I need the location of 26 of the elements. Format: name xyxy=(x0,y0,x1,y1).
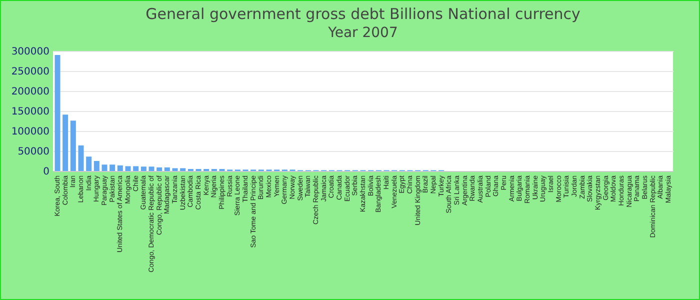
y-tick-label: 250000 xyxy=(11,66,50,78)
y-tick-label: 100000 xyxy=(11,126,50,138)
bar xyxy=(125,166,131,171)
bar xyxy=(140,166,146,171)
y-tick-label: 150000 xyxy=(11,106,50,118)
chart-title: General government gross debt Billions National currency xyxy=(146,5,581,23)
bar xyxy=(156,167,162,171)
bar xyxy=(78,145,84,171)
bar xyxy=(172,168,178,171)
bar xyxy=(54,55,60,171)
bar xyxy=(164,167,170,171)
y-tick-label: 200000 xyxy=(11,86,50,98)
y-tick-label: 300000 xyxy=(11,46,50,58)
bar xyxy=(102,164,108,171)
y-tick-label: 0 xyxy=(43,166,50,178)
bar xyxy=(110,164,116,171)
bar xyxy=(180,168,186,171)
y-tick-label: 50000 xyxy=(18,146,50,158)
bar xyxy=(133,166,139,171)
bar xyxy=(62,114,68,171)
bar xyxy=(148,166,154,171)
chart-subtitle: Year 2007 xyxy=(327,25,398,41)
bar xyxy=(86,156,92,171)
bar xyxy=(94,161,100,171)
bar xyxy=(117,165,123,171)
bar xyxy=(70,120,76,171)
